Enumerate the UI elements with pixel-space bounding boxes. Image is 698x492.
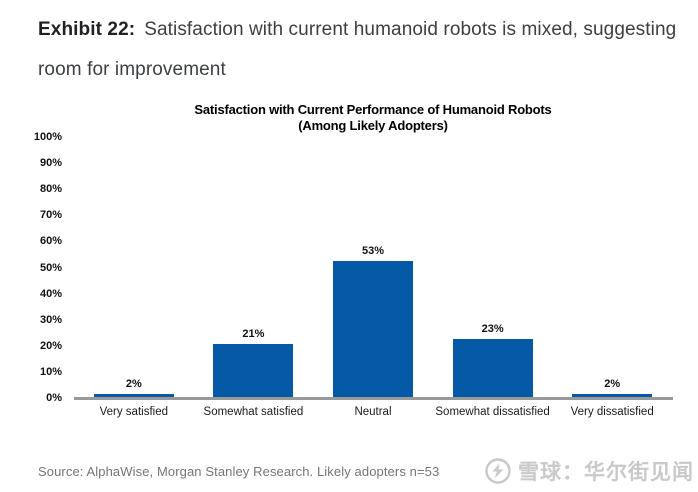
- bar-very-satisfied: [93, 393, 174, 399]
- y-tick-label: 60%: [39, 235, 62, 248]
- x-axis-line: [74, 397, 673, 400]
- x-tick-label-somewhat-satisfied: Somewhat satisfied: [203, 406, 304, 418]
- bar-value-label: 2%: [604, 377, 621, 390]
- y-axis-labels: 0% 10% 20% 30% 40% 50% 60% 70% 80% 90% 100%: [18, 131, 62, 404]
- exhibit-label: Exhibit 22:: [38, 19, 136, 40]
- y-tick-label: 100%: [33, 131, 62, 143]
- y-tick-label: 70%: [39, 209, 62, 222]
- bar-very-dissatisfied: [572, 393, 653, 399]
- bar-value-label: 2%: [125, 377, 142, 390]
- y-tick-label: 50%: [39, 261, 62, 274]
- x-tick-label-somewhat-dissatisfied: Somewhat dissatisfied: [435, 406, 550, 418]
- y-tick-label: 40%: [39, 287, 62, 300]
- exhibit-title: Satisfaction with current humanoid robot…: [38, 19, 677, 80]
- y-tick-label: 10%: [39, 365, 62, 378]
- watermark-text: 雪球：华尔街见闻: [518, 461, 694, 484]
- y-tick-label: 90%: [39, 157, 62, 170]
- chart-title: Satisfaction with Current Performance of…: [74, 102, 672, 134]
- bar-neutral: [333, 260, 413, 399]
- bar-value-label: 23%: [481, 322, 504, 335]
- chart-title-line2: (Among Likely Adopters): [298, 118, 448, 133]
- y-tick-label: 0%: [46, 392, 62, 404]
- bar-somewhat-satisfied: [213, 344, 294, 399]
- watermark: 雪球：华尔街见闻: [484, 456, 694, 486]
- y-tick-label: 30%: [39, 313, 62, 326]
- source-note: Source: AlphaWise, Morgan Stanley Resear…: [38, 464, 440, 479]
- y-tick-label: 80%: [39, 183, 62, 196]
- x-tick-label-very-dissatisfied: Very dissatisfied: [570, 406, 654, 418]
- xueqiu-logo-icon: [484, 457, 512, 485]
- exhibit-header: Exhibit 22: Satisfaction with current hum…: [38, 10, 696, 90]
- bar-somewhat-dissatisfied: [452, 338, 533, 399]
- chart-title-line1: Satisfaction with Current Performance of…: [194, 102, 552, 117]
- plot-area: 2% 21% 53% 23% 2%: [74, 138, 672, 399]
- x-axis-labels: Very satisfied Somewhat satisfied Neutral S…: [74, 406, 672, 422]
- x-tick-label-neutral: Neutral: [354, 406, 392, 418]
- y-tick-label: 20%: [39, 339, 62, 352]
- bar-value-label: 21%: [242, 328, 265, 341]
- x-tick-label-very-satisfied: Very satisfied: [99, 406, 168, 418]
- bar-value-label: 53%: [361, 244, 384, 257]
